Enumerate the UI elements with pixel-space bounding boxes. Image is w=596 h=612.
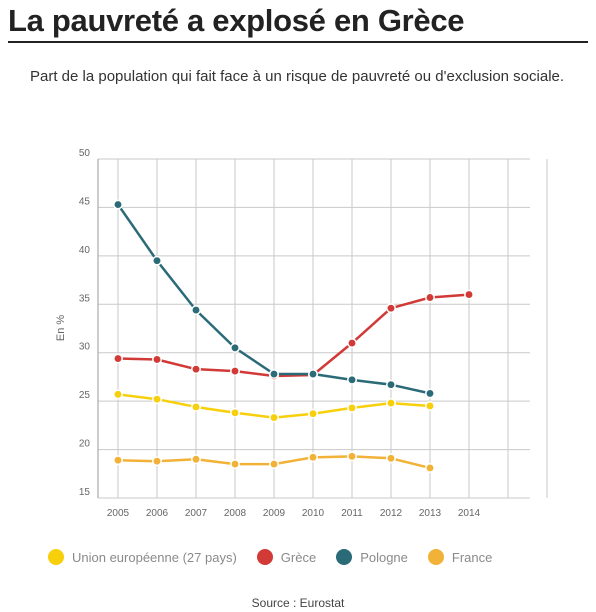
x-tick-label: 2012: [380, 508, 403, 519]
x-axis-ticks: 2005 2006 2007 2008 2009 2010 2011 2012 2013 2014: [107, 508, 481, 519]
data-point-france: [269, 459, 279, 470]
data-point-grece: [347, 338, 357, 348]
data-point-france: [230, 459, 240, 470]
data-point-grece: [425, 292, 435, 303]
y-tick-label: 50: [79, 148, 91, 159]
y-axis-label: En %: [55, 315, 67, 342]
data-point-france: [191, 454, 201, 465]
legend-swatch: [256, 549, 273, 565]
data-point-pologne: [308, 369, 318, 379]
legend-item: Grèce: [256, 549, 317, 565]
legend-label: France: [451, 549, 493, 565]
y-tick-label: 45: [79, 196, 91, 207]
legend-label: Grèce: [280, 549, 317, 565]
data-point-union-europeenne-27-pays: [113, 389, 123, 400]
x-tick-label: 2006: [146, 508, 169, 519]
data-point-union-europeenne-27-pays: [230, 407, 240, 418]
x-tick-label: 2009: [263, 508, 286, 519]
data-point-union-europeenne-27-pays: [191, 402, 201, 412]
data-point-france: [347, 451, 357, 462]
data-point-france: [308, 452, 318, 463]
x-tick-label: 2011: [341, 508, 363, 519]
data-point-pologne: [269, 369, 279, 379]
y-tick-label: 15: [79, 487, 91, 498]
y-tick-label: 25: [79, 390, 91, 401]
data-point-pologne: [113, 199, 123, 210]
data-point-union-europeenne-27-pays: [386, 398, 396, 409]
x-tick-label: 2007: [185, 508, 208, 519]
data-point-union-europeenne-27-pays: [269, 412, 279, 423]
data-point-pologne: [347, 374, 357, 385]
data-point-france: [386, 453, 396, 464]
data-point-grece: [386, 303, 396, 314]
data-point-union-europeenne-27-pays: [347, 402, 357, 413]
y-tick-label: 35: [79, 293, 91, 304]
x-tick-label: 2013: [419, 508, 442, 519]
chart-legend: Union européenne (27 pays) Grèce Pologne Fr…: [48, 547, 512, 567]
series-lines: [116, 203, 470, 470]
legend-item: Pologne: [336, 549, 408, 565]
legend-swatch: [336, 549, 353, 565]
series-line-grece: [117, 293, 470, 378]
data-point-france: [113, 455, 123, 466]
legend-swatch: [427, 549, 444, 565]
page-title: La pauvreté a explosé en Grèce: [8, 3, 465, 38]
y-tick-label: 20: [79, 439, 91, 450]
series-points: [113, 199, 474, 473]
y-tick-label: 40: [79, 245, 91, 256]
chart-grid: [97, 158, 548, 499]
legend-item: France: [427, 549, 493, 565]
x-tick-label: 2005: [107, 508, 130, 519]
legend-label: Pologne: [360, 549, 408, 565]
source-note: Source : Eurostat: [251, 596, 345, 610]
chart-subtitle: Part de la population qui fait face à un…: [30, 68, 565, 85]
title-divider: [8, 41, 588, 43]
y-tick-label: 30: [79, 342, 91, 353]
x-tick-label: 2008: [224, 508, 247, 519]
data-point-union-europeenne-27-pays: [425, 401, 435, 411]
data-point-grece: [191, 364, 201, 375]
data-point-pologne: [386, 379, 396, 390]
data-point-grece: [464, 289, 474, 300]
legend-item: Union européenne (27 pays): [48, 549, 237, 565]
data-point-union-europeenne-27-pays: [308, 408, 318, 419]
line-chart: 15 20 25 30 35 40 45 50 2005 2006 2007 2008 2009 201…: [55, 148, 548, 519]
data-point-pologne: [230, 342, 240, 353]
data-point-pologne: [425, 388, 435, 399]
legend-label: Union européenne (27 pays): [72, 549, 237, 565]
data-point-france: [152, 456, 162, 467]
x-tick-label: 2010: [302, 508, 325, 519]
data-point-france: [425, 463, 435, 473]
legend-swatch: [48, 549, 64, 565]
data-point-pologne: [191, 305, 201, 316]
data-point-union-europeenne-27-pays: [152, 394, 162, 405]
y-axis-ticks: 15 20 25 30 35 40 45 50: [79, 148, 91, 498]
data-point-pologne: [152, 255, 162, 266]
data-point-grece: [152, 354, 162, 365]
data-point-grece: [113, 353, 123, 364]
data-point-grece: [230, 366, 240, 377]
x-tick-label: 2014: [458, 508, 481, 519]
